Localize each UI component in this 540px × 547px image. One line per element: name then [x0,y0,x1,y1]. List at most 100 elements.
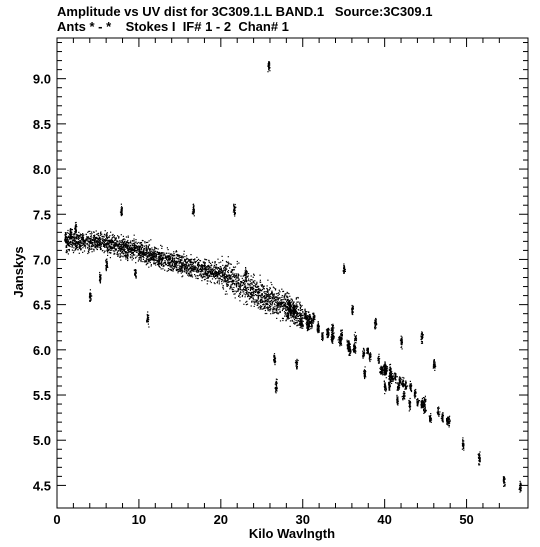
data-point [438,413,440,415]
data-point [304,311,306,313]
data-point [291,298,293,300]
data-point [243,303,245,305]
data-point [124,246,126,248]
data-point [116,240,118,242]
data-point [286,318,288,320]
data-point [240,292,242,294]
data-point [95,236,97,239]
data-point [86,239,88,241]
data-point [175,262,178,264]
data-point [107,254,109,256]
data-point [97,245,99,247]
data-point [180,256,182,258]
data-point [277,304,279,306]
data-point [231,276,233,278]
data-point [299,324,301,326]
data-point [229,278,231,280]
data-point [114,238,116,240]
data-point [307,328,309,330]
data-point [179,256,181,258]
data-point [349,348,351,350]
data-point [126,254,128,256]
data-point [392,375,394,377]
data-point [177,272,179,274]
data-point [196,275,198,277]
data-point [99,245,101,247]
data-point [187,271,189,273]
data-point [104,244,106,246]
data-point [260,302,262,304]
data-point [96,236,98,238]
data-point [194,258,196,260]
data-point [115,242,117,245]
data-point [226,283,228,286]
data-point [151,254,153,256]
data-point [148,248,150,250]
data-point [153,256,155,258]
data-point [125,246,127,248]
data-point [341,329,343,331]
data-point [280,302,282,304]
data-point [149,253,151,255]
data-point [331,341,333,343]
data-point [83,243,85,245]
data-point [188,259,190,262]
data-point [175,257,177,259]
data-point [122,243,124,245]
data-point [71,246,73,248]
data-point [133,250,135,253]
data-point [201,273,203,275]
data-point [218,270,220,273]
data-point [284,307,286,309]
data-point [287,310,290,312]
data-point [262,294,264,296]
data-point [111,234,113,236]
data-point [255,283,257,285]
data-point [403,377,405,379]
data-point [260,289,262,291]
data-point [215,275,217,277]
data-point [389,370,392,372]
data-point [201,270,203,272]
data-point [119,246,121,248]
data-point [339,338,341,340]
data-point [236,277,238,279]
data-point [111,243,113,245]
data-point [341,335,343,337]
data-point [106,250,109,252]
data-point [180,262,182,264]
data-point [248,280,250,282]
data-point [152,259,154,261]
data-point [173,254,175,256]
data-point [186,265,189,267]
data-point [139,249,141,251]
data-point [253,300,255,303]
data-point [227,282,229,284]
data-point [266,307,268,309]
data-point [72,252,75,254]
data-point [249,283,252,285]
data-point [100,238,102,241]
data-point [271,292,273,294]
data-point [199,264,201,266]
data-point [333,332,335,334]
data-point [153,260,155,262]
data-point [87,236,89,238]
data-point [113,246,115,248]
data-point [163,257,165,259]
data-point [263,301,265,303]
data-point [281,309,283,312]
data-point [108,244,110,246]
data-point [158,265,160,267]
data-point [148,255,150,257]
data-point [423,412,425,414]
data-point [275,305,277,307]
data-point [151,254,153,257]
data-point [217,258,219,260]
data-point [384,362,386,364]
data-point [205,269,207,271]
data-point [415,388,417,391]
data-point [410,390,413,393]
data-point [197,262,199,264]
data-point [73,250,75,252]
